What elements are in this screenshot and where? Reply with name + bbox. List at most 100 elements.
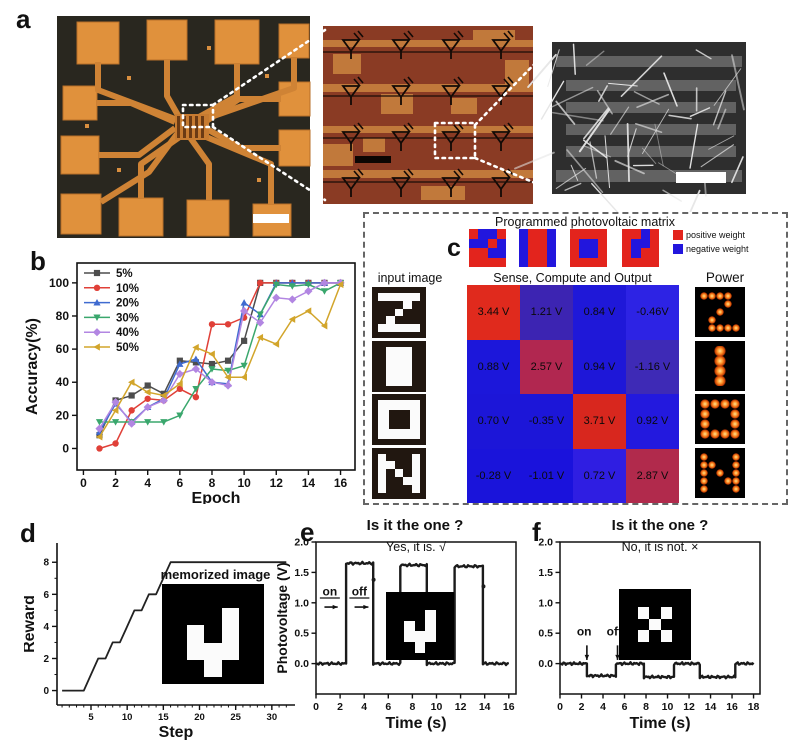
svg-text:0: 0 <box>557 701 563 713</box>
pixel-cell <box>386 316 395 325</box>
pixel-cell <box>389 410 400 420</box>
pixel-cell <box>649 229 659 239</box>
svg-text:4: 4 <box>144 476 151 490</box>
pixel-cell <box>546 238 556 248</box>
power-dot-cell <box>700 356 713 366</box>
pixel-cell <box>528 248 538 258</box>
panel-label-c: c <box>447 234 461 262</box>
power-dot-cell <box>720 409 730 419</box>
pixel-cell <box>394 362 404 370</box>
power-dot-cell <box>724 292 732 300</box>
pixel-cell <box>378 409 389 420</box>
pixel-cell <box>631 238 641 248</box>
pixel-cell <box>640 238 650 248</box>
matrix-cell-voltage: -0.35 V <box>528 415 565 428</box>
pixel-cell <box>649 607 661 618</box>
matrix-cell: 0.72 V <box>573 448 626 503</box>
pixel-cell <box>239 643 257 660</box>
pixel-cell <box>403 469 411 477</box>
pixel-cell <box>386 362 395 370</box>
pixel-cell <box>409 400 420 410</box>
svg-text:6: 6 <box>385 701 391 713</box>
svg-text:0: 0 <box>62 441 69 455</box>
power-dot-cell <box>716 477 724 485</box>
power-dot-cell <box>732 452 740 461</box>
svg-text:30%: 30% <box>116 312 139 324</box>
pixel-cell <box>412 362 420 370</box>
power-dot-cell <box>727 356 740 366</box>
pixel-cell <box>672 607 684 618</box>
pixel-cell <box>546 229 556 239</box>
svg-text:Accuracy(%): Accuracy(%) <box>24 318 41 415</box>
pixel-cell <box>404 599 415 610</box>
power-dot-cell <box>724 300 732 308</box>
pixel-cell <box>403 476 412 485</box>
input-Z <box>372 287 426 338</box>
pixel-cell <box>626 642 638 653</box>
svg-text:16: 16 <box>503 701 515 713</box>
pixel-cell <box>386 377 395 386</box>
power-dot-cell <box>710 419 720 429</box>
pixel-cell <box>399 400 410 410</box>
pixel-cell <box>378 484 387 493</box>
pv-matrix-box: Programmed photovoltaic matrix c positiv… <box>363 212 788 505</box>
pixel-cell <box>672 642 684 653</box>
pixel-cell <box>528 229 538 239</box>
svg-text:1.5: 1.5 <box>294 567 309 579</box>
pixel-cell <box>386 324 395 332</box>
accuracy-chart: 0 2 4 6 8 10 12 14 16 0 20 40 60 80 100 Epoch Accuracy(%… <box>24 262 356 504</box>
pixel-cell <box>519 257 529 267</box>
power-dot-cell <box>708 453 716 461</box>
input-I <box>372 340 426 392</box>
pixel-cell <box>378 316 386 324</box>
svg-text:4: 4 <box>600 701 606 713</box>
svg-text:Time (s): Time (s) <box>385 715 446 732</box>
svg-text:18: 18 <box>748 701 760 713</box>
pixel-cell <box>394 369 404 378</box>
matrix-cell-voltage: 0.88 V <box>477 360 510 373</box>
pixel-cell <box>395 301 403 309</box>
svg-text:10: 10 <box>662 701 674 713</box>
pixel-cell <box>389 420 400 430</box>
pixel-cell <box>169 660 187 677</box>
pixel-cell <box>204 591 222 608</box>
pixel-cell <box>570 257 580 267</box>
pixel-cell <box>412 309 420 317</box>
matrix-cell: 0.92 V <box>626 394 679 449</box>
photovoltage-chart-no: 0 2 4 6 8 10 12 14 16 18 0.0 0.5 1.0 1.5 2.0 Time (s) No… <box>538 537 761 732</box>
matrix-cell: 1.21 V <box>520 285 573 340</box>
matrix-cell: -0.28 V <box>467 448 520 503</box>
pixel-cell <box>403 620 415 632</box>
pixel-cell <box>425 599 436 610</box>
matrix-cell-voltage: 0.94 V <box>583 360 616 373</box>
pixel-cell <box>487 229 497 239</box>
power-dot-cell <box>720 429 730 439</box>
pixel-cell <box>414 642 426 653</box>
pixel-cell <box>579 248 589 258</box>
matrix-cell-voltage: 0.70 V <box>477 415 510 428</box>
pixel-cell <box>588 257 598 267</box>
power-O <box>695 394 745 444</box>
target-image-inset <box>386 592 454 660</box>
pixel-cell <box>436 631 447 642</box>
pixel-cell <box>378 378 386 386</box>
svg-text:100: 100 <box>49 276 69 290</box>
pixel-cell <box>570 238 580 248</box>
svg-text:14: 14 <box>479 701 491 713</box>
pixel-cell <box>386 309 394 317</box>
power-dot-cell <box>727 346 740 356</box>
pixel-cell <box>222 660 240 677</box>
pixel-cell <box>386 477 394 485</box>
pixel-cell <box>399 420 410 430</box>
pixel-cell <box>394 469 404 477</box>
power-dot-cell <box>724 461 732 469</box>
scale-bar <box>355 156 391 163</box>
pixel-cell <box>394 293 404 301</box>
svg-text:4: 4 <box>43 622 49 633</box>
pixel-cell <box>186 642 205 660</box>
matrix-cell-voltage: 0.72 V <box>583 469 616 482</box>
svg-text:Reward: Reward <box>24 595 38 653</box>
pixel-cell <box>649 238 659 248</box>
pixel-cell <box>386 293 395 301</box>
matrix-cell: 0.94 V <box>573 339 626 394</box>
